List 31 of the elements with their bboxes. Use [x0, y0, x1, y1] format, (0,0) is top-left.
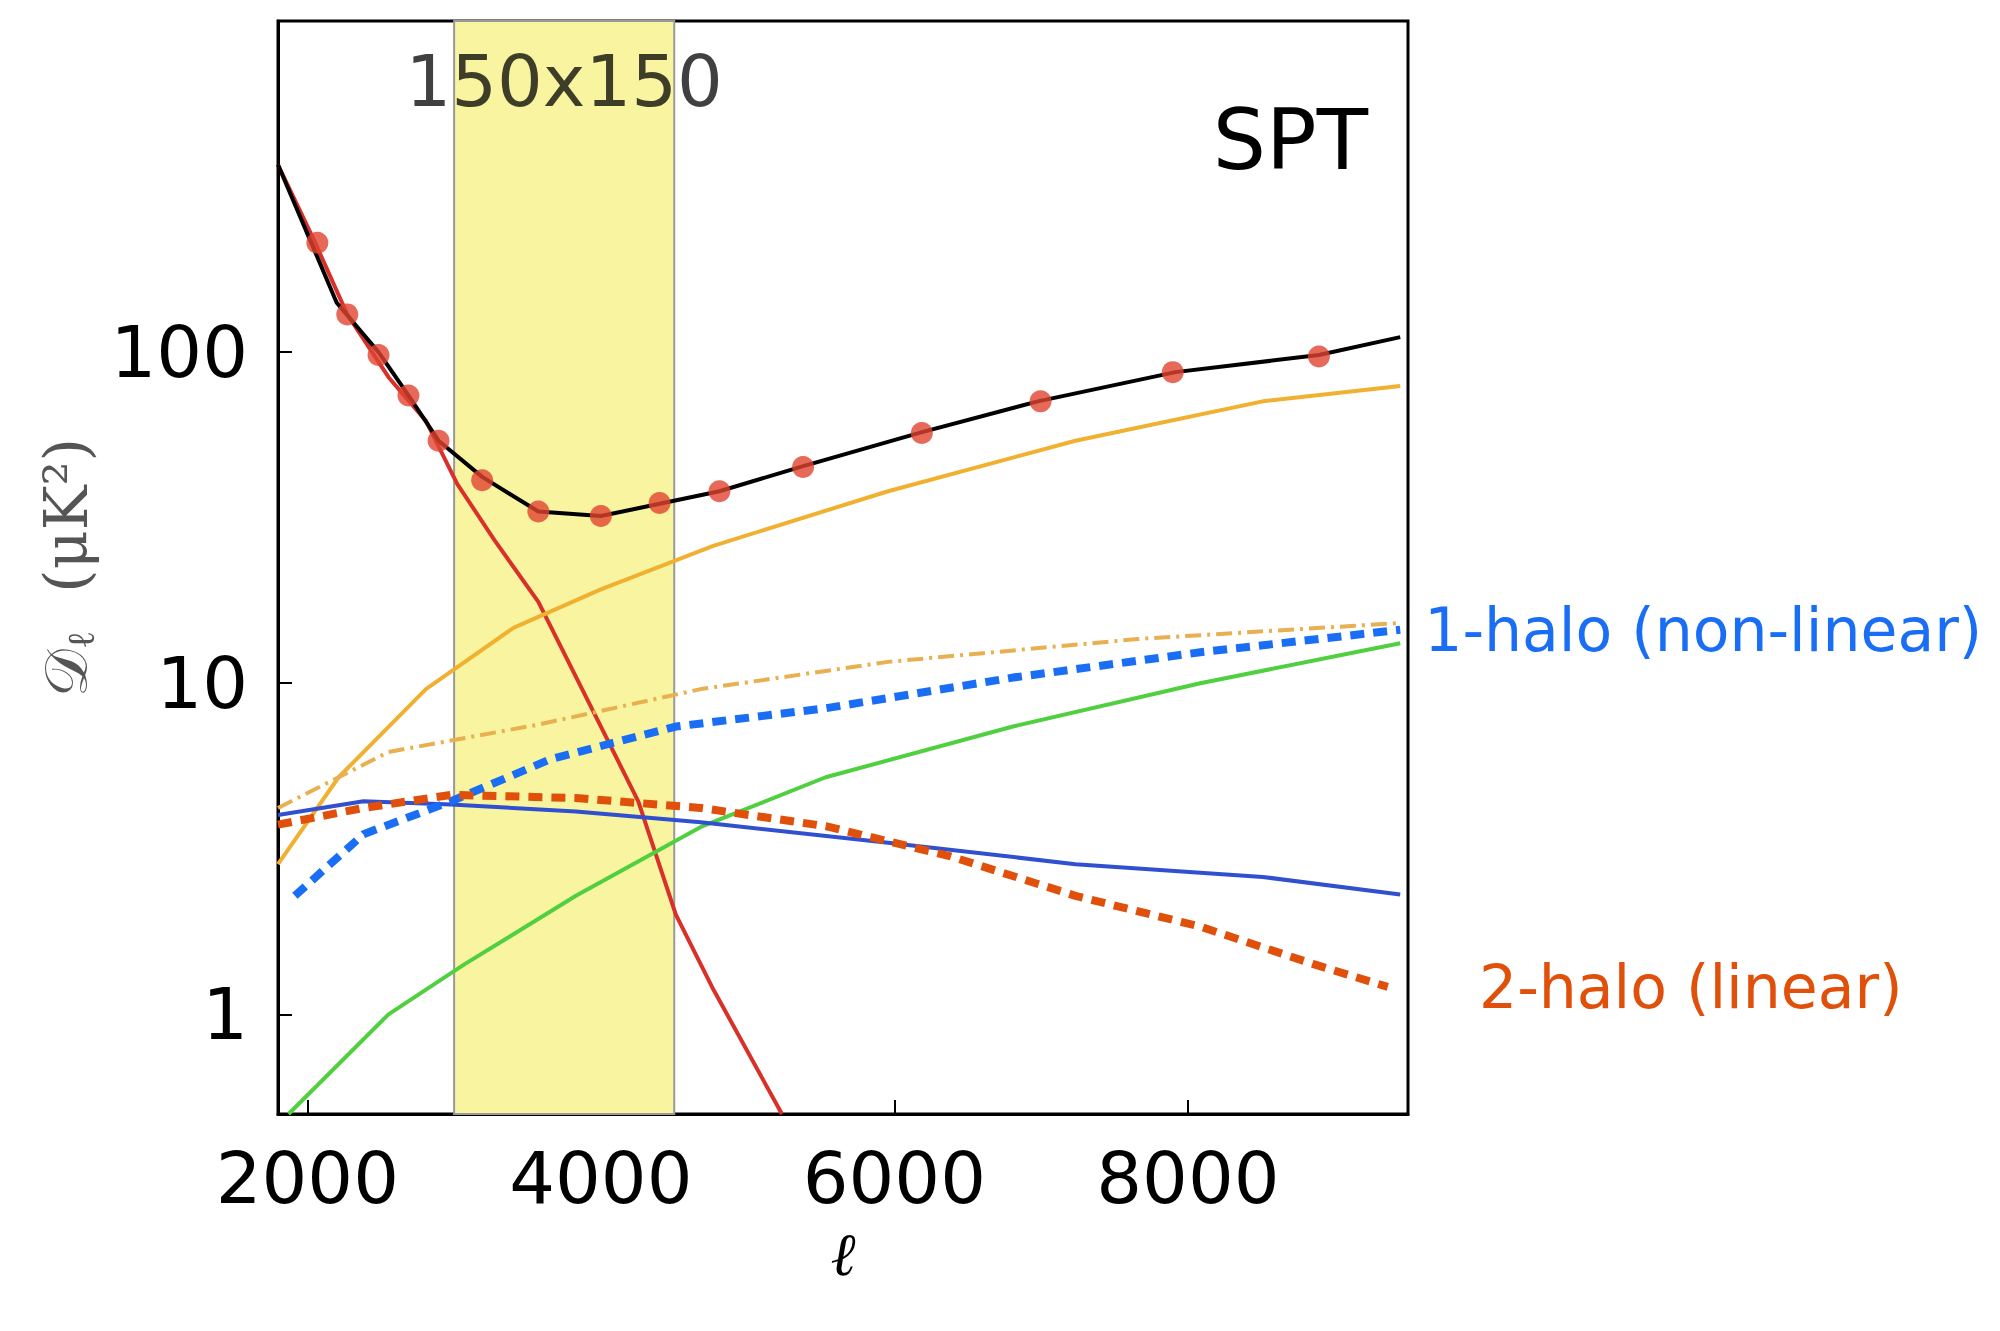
y-tick-label: 10	[156, 641, 248, 726]
series-label: 1-halo (non-linear)	[1424, 594, 1983, 665]
line-series	[286, 641, 1403, 1116]
point	[427, 429, 450, 452]
point	[397, 384, 420, 407]
x-tick-label: 8000	[1096, 1136, 1280, 1220]
y-tick-label: 100	[110, 310, 248, 395]
y-tick-label: 1	[202, 972, 248, 1057]
point	[589, 504, 612, 527]
point	[306, 231, 329, 254]
x-tick-label: 4000	[509, 1136, 693, 1220]
point	[367, 344, 390, 367]
point	[1161, 361, 1184, 384]
y-axis-title: 𝒟ℓ (μK²)	[30, 437, 103, 698]
point	[336, 303, 359, 326]
point	[792, 455, 815, 478]
x-tick-label: 6000	[802, 1136, 986, 1220]
band-label: 150x150	[405, 39, 723, 123]
point	[910, 421, 933, 444]
x-tick-label: 2000	[215, 1136, 399, 1220]
x-axis-title: ℓ	[830, 1219, 856, 1289]
point	[648, 492, 671, 515]
line-series	[276, 384, 1403, 867]
annotation: SPT	[1212, 91, 1369, 189]
series-label: 2-halo (linear)	[1478, 951, 1903, 1022]
point	[527, 500, 550, 523]
point	[1029, 390, 1052, 413]
point	[708, 480, 731, 503]
point	[471, 469, 494, 492]
point	[1307, 345, 1330, 368]
line-series	[276, 799, 1403, 897]
